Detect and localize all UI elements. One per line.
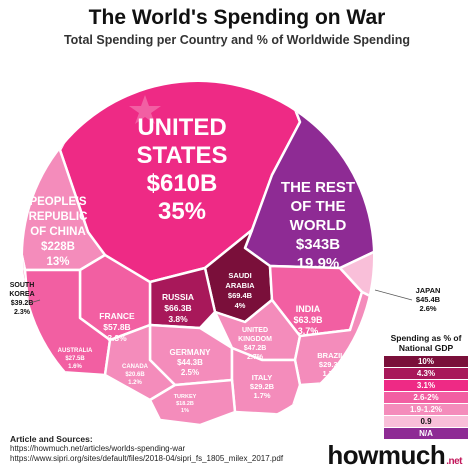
label-the-rest-of-the-world-name-1: OF THE [291,198,346,215]
legend-entry-1-9-1-2: 1.9-1.2% [384,404,468,415]
legend: Spending as % of National GDP 10% 4.3% 3.1… [384,333,468,440]
label-india-value: $63.9B [293,315,323,325]
label-united-states-share: 35% [158,198,206,225]
legend-entry-0-9: 0.9 [384,416,468,427]
label-japan-name-0: JAPAN [416,286,441,295]
label-saudi-arabia-name-0: SAUDI [228,271,251,280]
label-italy-value: $29.2B [250,382,275,391]
label-germany-name-0: GERMANY [170,348,212,357]
label-australia-name-0: AUSTRALIA [58,348,93,354]
label-the-rest-of-the-world-value: $343B [296,236,340,253]
label-people-s-republic-of-china-name-1: REPUBLIC [29,211,88,223]
label-turkey: TURKEY $18.2B 1% [174,394,197,414]
label-france-value: $57.8B [103,322,130,332]
legend-entry-n-a: N/A [384,428,468,439]
callout-line-south-korea [29,299,41,304]
label-france-name-0: FRANCE [99,311,135,321]
sources-title: Article and Sources: [10,434,93,444]
label-germany-value: $44.3B [177,358,203,367]
label-people-s-republic-of-china: PEOPLE'S REPUBLIC OF CHINA $228B 13% [29,196,88,268]
source-link-article[interactable]: https://howmuch.net/articles/worlds-spen… [10,444,186,453]
label-canada-value: $20.6B [125,372,145,378]
page-title: The World's Spending on War [88,6,386,29]
label-russia-value: $66.3B [164,303,191,313]
label-united-kingdom: UNITED KINGDOM $47.2B 2.7% [238,327,272,361]
source-link-sipri[interactable]: https://www.sipri.org/sites/default/file… [10,454,284,463]
label-brazil: BRAZIL $29.3B 1.7% [317,351,345,378]
legend-entry-2-6-2: 2.6-2% [384,392,468,403]
label-canada: CANADA $20.6B 1.2% [122,364,149,386]
label-brazil-value: $29.3B [319,360,344,369]
label-australia-value: $27.5B [65,356,85,362]
cell-japan [338,248,373,302]
label-the-rest-of-the-world: THE REST OF THE WORLD $343B 19.9% [281,179,355,272]
label-canada-share: 1.2% [128,380,142,386]
label-people-s-republic-of-china-value: $228B [41,241,75,253]
label-saudi-arabia-share: 4% [235,301,246,310]
label-south-korea-name-0: SOUTH [10,282,35,289]
label-united-kingdom-value: $47.2B [244,345,267,352]
brand-logo: howmuch.net [327,440,462,471]
label-russia-share: 3.8% [168,314,188,324]
label-people-s-republic-of-china-name-2: OF CHINA [30,226,86,238]
label-russia: RUSSIA $66.3B 3.8% [162,292,194,324]
label-saudi-arabia-name-1: ARABIA [225,281,255,290]
callout-line-japan [374,289,413,301]
label-japan: JAPAN $45.4B 2.6% [416,286,441,313]
label-turkey-value: $18.2B [176,401,194,407]
label-germany: GERMANY $44.3B 2.5% [170,348,212,377]
label-canada-name-0: CANADA [122,364,149,370]
label-france: FRANCE $57.8B 3.3% [99,311,135,343]
label-australia: AUSTRALIA $27.5B 1.6% [58,348,93,370]
label-people-s-republic-of-china-share: 13% [46,256,69,268]
label-south-korea: SOUTH KOREA $39.2B 2.3% [9,282,34,316]
label-the-rest-of-the-world-name-0: THE REST [281,179,355,196]
label-united-states-name-1: STATES [136,142,227,169]
label-united-kingdom-share: 2.7% [247,354,264,361]
legend-entry-10: 10% [384,356,468,367]
legend-entry-3-1: 3.1% [384,380,468,391]
label-france-share: 3.3% [107,333,127,343]
label-south-korea-value: $39.2B [11,300,34,307]
label-turkey-name-0: TURKEY [174,394,197,400]
label-india: INDIA $63.9B 3.7% [293,304,323,336]
page-subtitle: Total Spending per Country and % of Worl… [63,33,411,47]
label-the-rest-of-the-world-share: 19.9% [297,255,340,272]
label-united-states-name-0: UNITED [137,114,226,141]
label-united-states: UNITED STATES $610B 35% [136,114,227,225]
label-italy: ITALY $29.2B 1.7% [250,373,275,400]
us-flag-star-icon [129,95,161,124]
label-japan-value: $45.4B [416,295,441,304]
label-japan-share: 2.6% [419,304,436,313]
label-australia-share: 1.6% [68,364,82,370]
sources: Article and Sources: https://howmuch.net… [10,434,283,464]
brand-name: howmuch [327,440,446,470]
label-saudi-arabia: SAUDI ARABIA $69.4B 4% [225,271,255,310]
label-brazil-name-0: BRAZIL [317,351,345,360]
legend-title: Spending as % of National GDP [390,333,462,353]
label-italy-name-0: ITALY [252,373,272,382]
label-india-share: 3.7% [298,326,319,336]
label-united-kingdom-name-1: KINGDOM [238,336,272,343]
legend-entry-4-3: 4.3% [384,368,468,379]
label-india-name-0: INDIA [296,304,321,314]
label-germany-share: 2.5% [181,368,199,377]
voronoi-chart: UNITED STATES $610B 35%THE REST OF THE WORLD $… [9,82,441,427]
label-south-korea-share: 2.3% [14,309,31,316]
label-turkey-share: 1% [181,408,189,414]
label-brazil-share: 1.7% [322,369,339,378]
label-united-kingdom-name-0: UNITED [242,327,268,334]
label-south-korea-name-1: KOREA [9,291,34,298]
label-united-states-value: $610B [147,170,218,197]
label-people-s-republic-of-china-name-0: PEOPLE'S [29,196,86,208]
label-saudi-arabia-value: $69.4B [228,291,253,300]
brand-tld: .net [446,456,462,467]
cell-turkey [148,378,237,427]
label-italy-share: 1.7% [253,391,270,400]
label-the-rest-of-the-world-name-2: WORLD [290,217,347,234]
label-russia-name-0: RUSSIA [162,292,194,302]
